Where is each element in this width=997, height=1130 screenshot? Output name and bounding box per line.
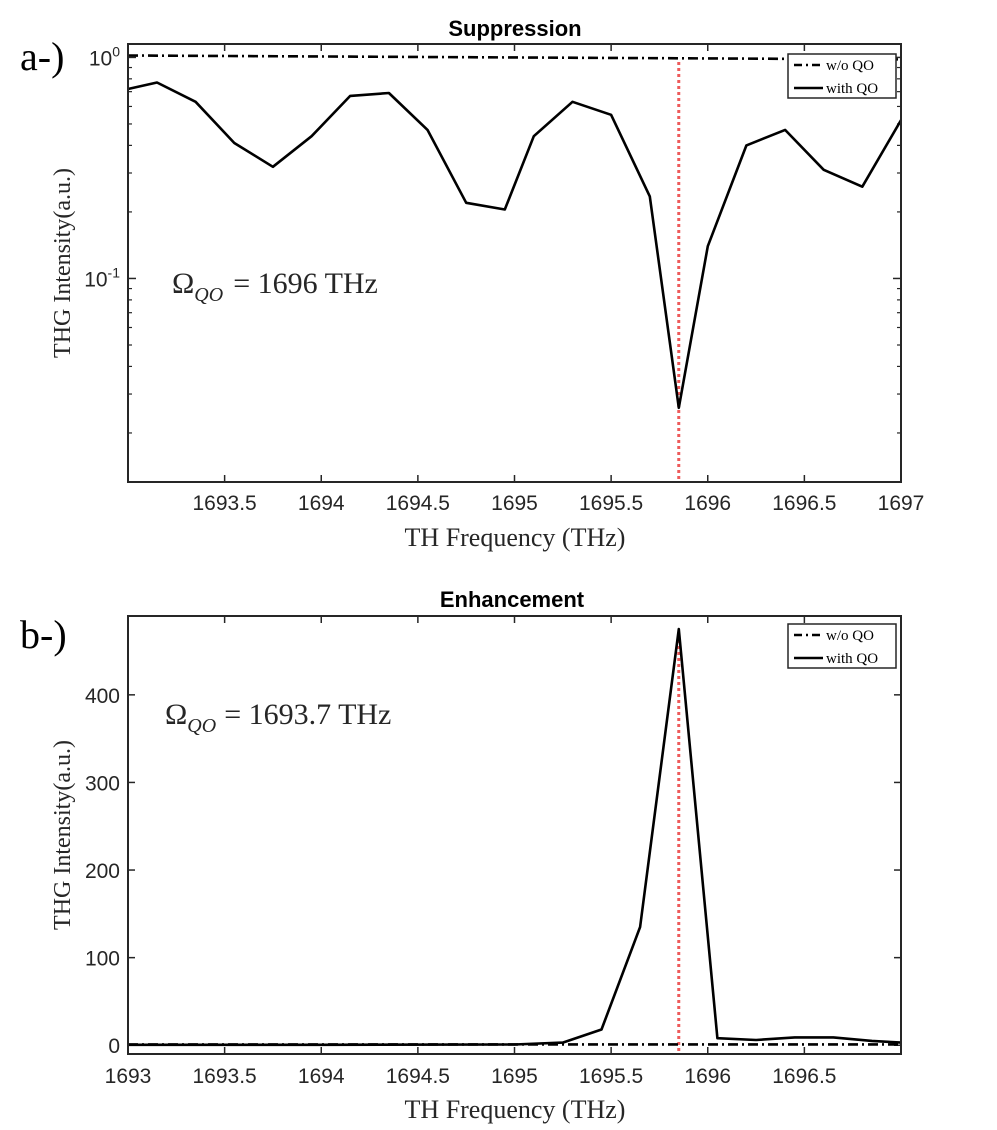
- enhancement-xlabel: TH Frequency (THz): [405, 1095, 626, 1124]
- legend-label-with-qo: with QO: [826, 81, 878, 97]
- plot-background: [128, 616, 901, 1054]
- x-tick-label: 1695.5: [579, 492, 643, 515]
- suppression-legend-box: [787, 53, 897, 99]
- x-tick-label: 1696: [684, 1065, 731, 1088]
- axes-frame: [127, 615, 902, 1055]
- series-line-with-qo: [128, 627, 902, 1047]
- y-tick-label: 300: [85, 772, 120, 795]
- plot-area: 1693.5 1694 1694.5 1695 1695.5 1696 1696.5 1697…: [84, 43, 924, 515]
- x-tick-label: 1693.5: [193, 1065, 257, 1088]
- x-tick-label: 1696: [684, 492, 731, 515]
- legend-label-with-qo: with QO: [826, 651, 878, 667]
- panel-label-b: b-): [20, 612, 67, 657]
- axes-frame: [127, 43, 902, 483]
- enhancement-legend: w/o QO with QO: [787, 623, 897, 669]
- enhancement-title: Enhancement: [440, 587, 585, 612]
- x-tick-label: 1694.5: [386, 1065, 450, 1088]
- plot-area: 1693 1693.5 1694 1694.5 1695 1695.5 1696 1696.5…: [85, 615, 902, 1088]
- enhancement-legend-box: [787, 623, 897, 669]
- x-tick-label: 1696.5: [772, 492, 836, 515]
- legend-label-wo-qo: w/o QO: [826, 58, 874, 74]
- panel-label-a: a-): [20, 34, 64, 79]
- x-tick-label: 1694.5: [386, 492, 450, 515]
- series-line-wo-qo: [127, 54, 902, 61]
- x-tick-label: 1693.5: [193, 492, 257, 515]
- x-tick-label: 1695.5: [579, 1065, 643, 1088]
- x-tick-label: 1696.5: [772, 1065, 836, 1088]
- enhancement-panel: 1693 1693.5 1694 1694.5 1695 1695.5 1696 1696.5…: [20, 587, 902, 1124]
- series-line-with-qo: [127, 81, 903, 410]
- suppression-annotation: ΩQO = 1696 THz: [172, 267, 378, 306]
- y-tick-label: 10-1: [84, 264, 120, 291]
- x-tick-label: 1694: [298, 492, 345, 515]
- suppression-panel: 1693.5 1694 1694.5 1695 1695.5 1696 1696.5 1697…: [20, 16, 924, 552]
- suppression-ylabel: THG Intensity(a.u.): [50, 168, 76, 358]
- y-tick-label: 100: [89, 43, 120, 70]
- y-tick-label: 100: [85, 948, 120, 971]
- x-tick-label: 1694: [298, 1065, 345, 1088]
- y-tick-label: 200: [85, 860, 120, 883]
- legend-label-wo-qo: w/o QO: [826, 628, 874, 644]
- y-tick-label: 400: [85, 685, 120, 708]
- plot-background: [128, 44, 901, 482]
- suppression-xlabel: TH Frequency (THz): [405, 523, 626, 552]
- enhancement-annotation: ΩQO = 1693.7 THz: [165, 698, 391, 737]
- x-tick-label: 1695: [491, 1065, 538, 1088]
- enhancement-ylabel: THG Intensity(a.u.): [50, 740, 76, 930]
- x-tick-label: 1697: [878, 492, 925, 515]
- x-tick-label: 1695: [491, 492, 538, 515]
- y-tick-label: 0: [108, 1035, 120, 1058]
- suppression-legend: w/o QO with QO: [787, 53, 897, 99]
- suppression-title: Suppression: [448, 16, 581, 41]
- x-tick-label: 1693: [105, 1065, 152, 1088]
